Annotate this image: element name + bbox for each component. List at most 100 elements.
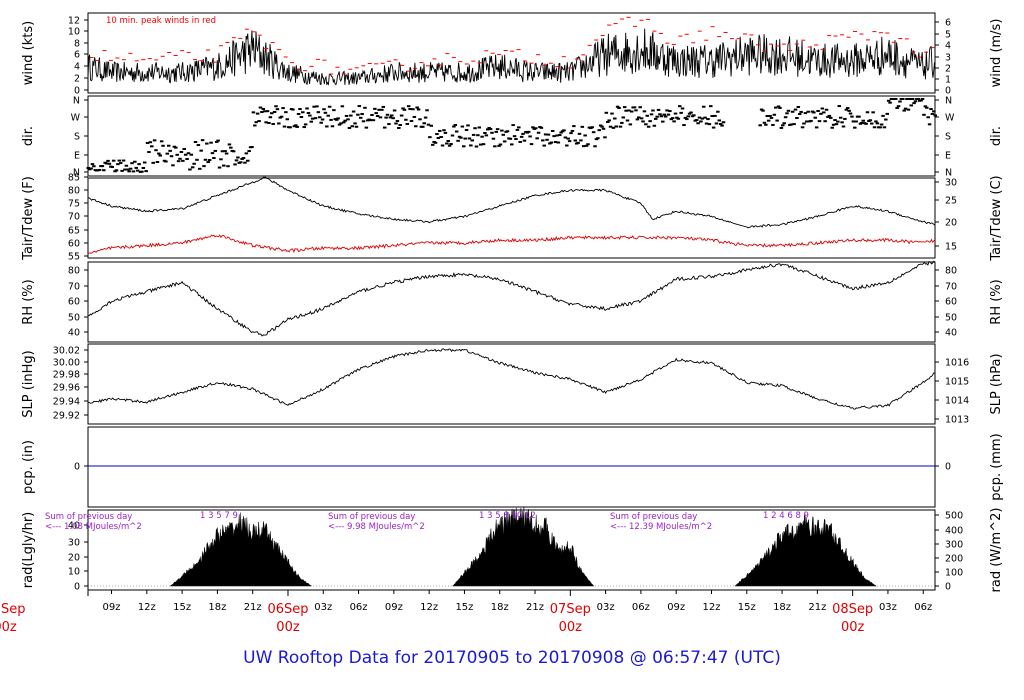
direction-mark bbox=[474, 145, 479, 148]
direction-mark bbox=[90, 163, 95, 166]
direction-mark bbox=[165, 152, 170, 155]
left-tick-label: 65 bbox=[68, 226, 80, 237]
direction-mark bbox=[536, 131, 541, 134]
direction-mark bbox=[884, 118, 888, 121]
left-axis-label: Tair/Tdew (F) bbox=[21, 176, 36, 261]
left-tick-label: 40 bbox=[68, 521, 80, 532]
direction-mark bbox=[535, 137, 539, 140]
left-tick-label: 20 bbox=[68, 553, 80, 564]
direction-mark bbox=[89, 167, 93, 170]
left-tick-label: 10 bbox=[68, 567, 80, 578]
direction-mark bbox=[260, 111, 264, 114]
radiation-note-sum: <--- 12.39 MJoules/m^2 bbox=[610, 522, 712, 532]
direction-mark bbox=[166, 144, 171, 147]
left-tick-label: S bbox=[74, 132, 80, 143]
direction-mark bbox=[174, 146, 178, 149]
direction-mark bbox=[565, 144, 569, 147]
right-axis-label: rad (W/m^2) bbox=[989, 508, 1004, 593]
direction-mark bbox=[610, 112, 614, 115]
direction-mark bbox=[845, 107, 850, 110]
right-tick-label: N bbox=[945, 96, 952, 107]
hour-tick-label: 12z bbox=[702, 602, 720, 613]
direction-mark bbox=[483, 131, 487, 134]
right-tick-label: 5 bbox=[945, 30, 951, 41]
date-label: 06Sep bbox=[267, 602, 308, 617]
direction-mark bbox=[672, 120, 676, 123]
direction-mark bbox=[793, 108, 798, 111]
direction-mark bbox=[134, 166, 138, 169]
hour-tick-label: 03z bbox=[314, 602, 332, 613]
slp-line bbox=[87, 348, 936, 410]
radiation-note-hours: 1 2 4 6 8 9 bbox=[763, 511, 809, 521]
direction-mark bbox=[902, 109, 906, 112]
left-axis-label: rad(Lgly/hr) bbox=[21, 512, 36, 588]
direction-mark bbox=[905, 98, 909, 100]
direction-mark bbox=[295, 125, 299, 128]
direction-mark bbox=[347, 126, 352, 129]
radiation-note-title: Sum of previous day bbox=[328, 512, 415, 522]
direction-mark bbox=[718, 123, 723, 126]
direction-mark bbox=[531, 126, 535, 129]
direction-mark bbox=[836, 120, 840, 123]
direction-mark bbox=[226, 165, 230, 168]
direction-mark bbox=[853, 126, 857, 129]
direction-mark bbox=[926, 116, 930, 119]
direction-mark bbox=[351, 110, 356, 113]
right-tick-label: 2 bbox=[945, 64, 951, 75]
direction-mark bbox=[147, 151, 151, 154]
direction-mark bbox=[663, 115, 668, 118]
direction-mark bbox=[188, 168, 192, 171]
direction-mark bbox=[183, 153, 188, 156]
direction-mark bbox=[834, 123, 839, 126]
direction-mark bbox=[142, 161, 147, 164]
direction-mark bbox=[658, 113, 662, 116]
direction-mark bbox=[817, 120, 822, 123]
direction-mark bbox=[460, 125, 465, 128]
direction-mark bbox=[428, 136, 432, 139]
direction-mark bbox=[923, 105, 928, 108]
direction-mark bbox=[279, 115, 284, 118]
direction-mark bbox=[680, 107, 685, 110]
direction-mark bbox=[127, 170, 131, 173]
left-tick-label: 0 bbox=[74, 462, 80, 473]
direction-mark bbox=[154, 149, 158, 152]
hour-tick-label: 06z bbox=[350, 602, 368, 613]
direction-mark bbox=[464, 128, 469, 131]
direction-mark bbox=[933, 114, 937, 117]
direction-mark bbox=[716, 110, 720, 113]
right-tick-label: 500 bbox=[945, 511, 963, 522]
right-tick-label: 50 bbox=[945, 313, 957, 324]
direction-mark bbox=[813, 116, 818, 119]
direction-mark bbox=[759, 108, 764, 111]
direction-mark bbox=[117, 159, 122, 162]
direction-mark bbox=[206, 161, 210, 164]
direction-mark bbox=[213, 149, 218, 152]
direction-mark bbox=[927, 123, 932, 126]
direction-mark bbox=[404, 118, 408, 121]
direction-mark bbox=[238, 161, 243, 164]
direction-mark bbox=[336, 117, 340, 120]
hour-tick-label: 12z bbox=[138, 602, 156, 613]
direction-mark bbox=[384, 116, 388, 119]
direction-mark bbox=[546, 133, 551, 136]
direction-mark bbox=[251, 111, 256, 114]
direction-mark bbox=[141, 166, 146, 169]
left-tick-label: 55 bbox=[68, 252, 80, 263]
direction-mark bbox=[450, 134, 455, 137]
direction-mark bbox=[229, 146, 233, 149]
direction-mark bbox=[797, 113, 802, 116]
direction-mark bbox=[429, 124, 434, 127]
direction-mark bbox=[342, 121, 346, 124]
direction-mark bbox=[837, 105, 842, 108]
direction-mark bbox=[711, 126, 716, 129]
direction-mark bbox=[529, 143, 534, 146]
direction-mark bbox=[409, 120, 414, 123]
direction-mark bbox=[168, 149, 172, 152]
direction-mark bbox=[285, 118, 290, 121]
direction-mark bbox=[557, 134, 562, 137]
direction-mark bbox=[830, 126, 834, 129]
left-tick-label: 70 bbox=[68, 282, 80, 293]
direction-mark bbox=[820, 107, 825, 110]
right-tick-label: 60 bbox=[945, 297, 957, 308]
left-tick-label: 29.98 bbox=[53, 370, 80, 381]
